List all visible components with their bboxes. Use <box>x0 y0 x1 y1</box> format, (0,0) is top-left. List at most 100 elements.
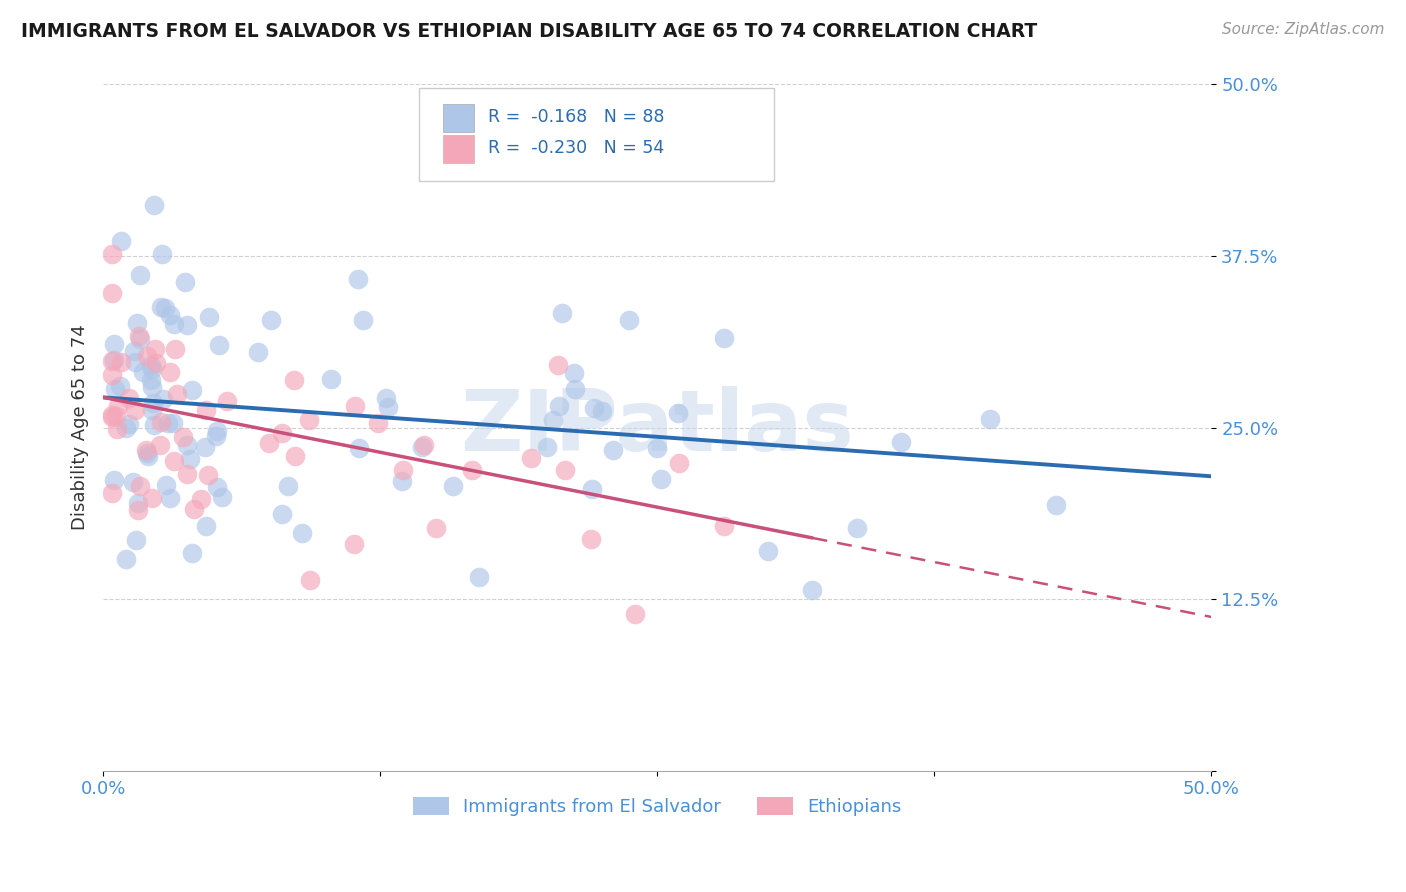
Point <box>801 582 824 597</box>
Point <box>890 434 912 449</box>
Point <box>101 354 124 368</box>
Point <box>208 337 231 351</box>
Point <box>374 392 396 406</box>
Point <box>217 393 239 408</box>
Point <box>176 318 198 333</box>
Point <box>624 607 647 622</box>
Text: R =  -0.168   N = 88: R = -0.168 N = 88 <box>488 109 664 127</box>
Point <box>136 445 159 459</box>
Point <box>172 430 194 444</box>
Text: R =  -0.230   N = 54: R = -0.230 N = 54 <box>488 139 664 157</box>
Point <box>562 367 585 381</box>
Text: Source: ZipAtlas.com: Source: ZipAtlas.com <box>1222 22 1385 37</box>
Point <box>107 399 129 413</box>
Point <box>141 491 163 505</box>
Point <box>713 330 735 344</box>
Point <box>541 412 564 426</box>
Text: IMMIGRANTS FROM EL SALVADOR VS ETHIOPIAN DISABILITY AGE 65 TO 74 CORRELATION CHA: IMMIGRANTS FROM EL SALVADOR VS ETHIOPIAN… <box>21 22 1038 41</box>
Point <box>149 438 172 452</box>
Point <box>194 519 217 533</box>
Point <box>666 406 689 420</box>
Point <box>650 471 672 485</box>
Point <box>142 198 165 212</box>
Point <box>284 450 307 464</box>
Point <box>141 403 163 417</box>
Point <box>179 452 201 467</box>
Point <box>979 411 1001 425</box>
Point <box>139 358 162 372</box>
Point <box>118 391 141 405</box>
Point <box>136 449 159 463</box>
Point <box>180 546 202 560</box>
Point <box>110 234 132 248</box>
Point <box>298 413 321 427</box>
Point <box>468 570 491 584</box>
Point <box>190 492 212 507</box>
Point <box>141 380 163 394</box>
Point <box>551 306 574 320</box>
Point <box>101 409 124 423</box>
Point <box>277 479 299 493</box>
Point <box>299 573 322 587</box>
Point <box>193 440 215 454</box>
Point <box>411 440 433 454</box>
Point <box>163 317 186 331</box>
Point <box>174 275 197 289</box>
Point <box>103 337 125 351</box>
Point <box>352 313 374 327</box>
Point <box>176 467 198 482</box>
Point <box>101 410 124 425</box>
Point <box>105 409 128 424</box>
Point <box>554 463 576 477</box>
Point <box>205 429 228 443</box>
Point <box>132 365 155 379</box>
Point <box>291 525 314 540</box>
Point <box>127 503 149 517</box>
Point <box>181 383 204 397</box>
FancyBboxPatch shape <box>419 88 773 180</box>
Point <box>602 442 624 457</box>
Point <box>129 332 152 346</box>
Point <box>347 441 370 455</box>
Point <box>157 416 180 430</box>
Point <box>159 491 181 505</box>
Point <box>124 355 146 369</box>
Point <box>645 441 668 455</box>
Point <box>105 422 128 436</box>
Point <box>536 440 558 454</box>
Point <box>150 300 173 314</box>
Point <box>166 386 188 401</box>
Point <box>205 480 228 494</box>
Point <box>247 345 270 359</box>
Text: ZIPatlas: ZIPatlas <box>460 386 855 469</box>
Point <box>211 491 233 505</box>
Point <box>260 313 283 327</box>
Point <box>197 468 219 483</box>
Point <box>155 478 177 492</box>
Point <box>129 479 152 493</box>
Point <box>845 521 868 535</box>
Point <box>128 329 150 343</box>
Point <box>257 436 280 450</box>
Point <box>547 399 569 413</box>
Point <box>270 426 292 441</box>
Point <box>125 533 148 548</box>
Point <box>153 301 176 315</box>
Point <box>150 246 173 260</box>
Point <box>579 532 602 546</box>
Point <box>198 310 221 325</box>
Legend: Immigrants from El Salvador, Ethiopians: Immigrants from El Salvador, Ethiopians <box>405 789 910 823</box>
Point <box>142 396 165 410</box>
Point <box>162 454 184 468</box>
Point <box>125 316 148 330</box>
Y-axis label: Disability Age 65 to 74: Disability Age 65 to 74 <box>72 325 89 531</box>
Point <box>129 268 152 282</box>
Point <box>461 463 484 477</box>
FancyBboxPatch shape <box>443 135 474 163</box>
Point <box>110 379 132 393</box>
Point <box>110 355 132 369</box>
Point <box>103 473 125 487</box>
Point <box>207 424 229 438</box>
Point <box>135 442 157 457</box>
Point <box>564 382 586 396</box>
